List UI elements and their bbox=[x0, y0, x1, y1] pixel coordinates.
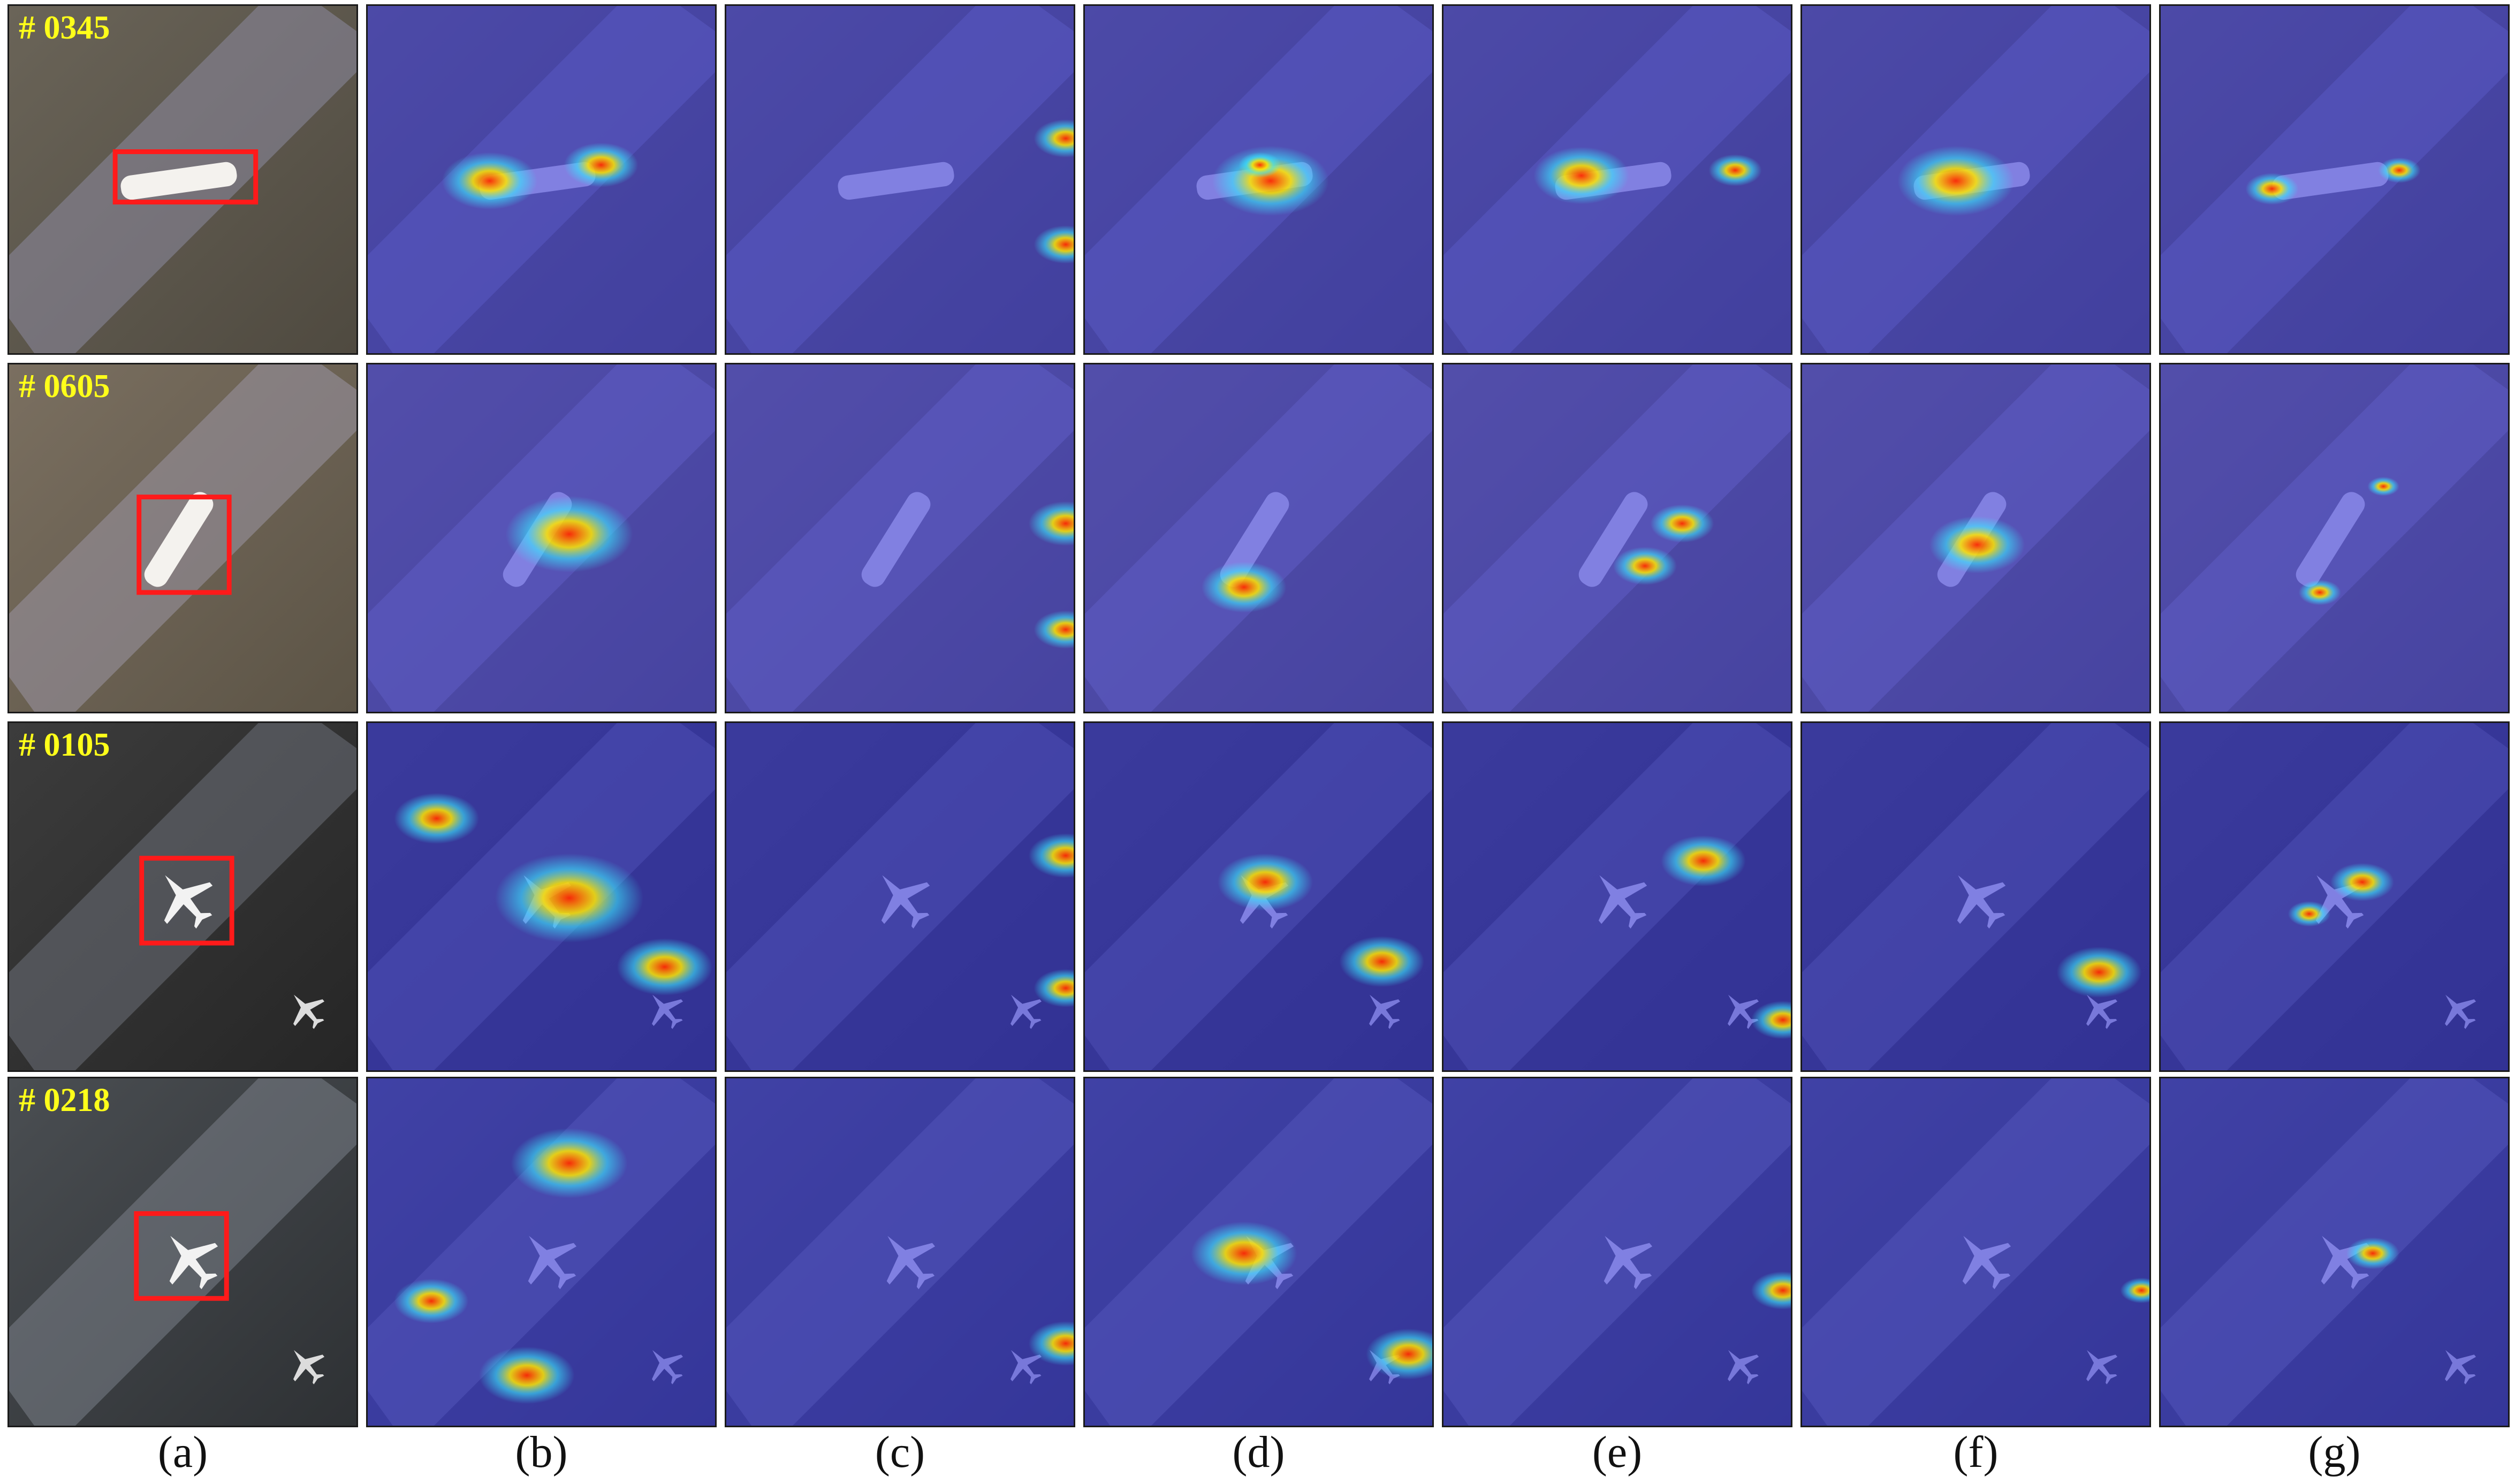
heatmap-panel bbox=[366, 721, 717, 1072]
heatmap-panel bbox=[725, 1077, 1075, 1427]
column-label: (a) bbox=[157, 1427, 208, 1477]
heatmap-panel bbox=[366, 1077, 717, 1427]
heatmap-panel bbox=[1800, 4, 2151, 355]
column-label: (g) bbox=[2308, 1427, 2361, 1477]
heatmap-panel bbox=[1083, 721, 1434, 1072]
heatmap-panel bbox=[2159, 1077, 2510, 1427]
heatmap-panel bbox=[1442, 4, 1792, 355]
heatmap-panel bbox=[2159, 721, 2510, 1072]
column-label: (e) bbox=[1592, 1427, 1643, 1477]
column-label: (c) bbox=[875, 1427, 925, 1477]
source-image-panel: # 0218 bbox=[7, 1077, 358, 1427]
heatmap-panel bbox=[2159, 363, 2510, 713]
heatmap-panel bbox=[366, 363, 717, 713]
heatmap-panel bbox=[1083, 363, 1434, 713]
column-label: (d) bbox=[1232, 1427, 1285, 1477]
heatmap-panel bbox=[366, 4, 717, 355]
heatmap-panel bbox=[1442, 721, 1792, 1072]
heatmap-panel bbox=[1442, 1077, 1792, 1427]
heatmap-panel bbox=[2159, 4, 2510, 355]
heatmap-panel bbox=[1800, 721, 2151, 1072]
heatmap-panel bbox=[725, 721, 1075, 1072]
source-image-panel: # 0605 bbox=[7, 363, 358, 713]
column-label: (b) bbox=[515, 1427, 568, 1477]
image-id-label: # 0345 bbox=[19, 10, 110, 46]
image-id-label: # 0105 bbox=[19, 727, 110, 763]
heatmap-panel bbox=[1083, 4, 1434, 355]
heatmap-panel bbox=[725, 363, 1075, 713]
source-image-panel: # 0345 bbox=[7, 4, 358, 355]
source-image-panel: # 0105 bbox=[7, 721, 358, 1072]
heatmap-panel bbox=[725, 4, 1075, 355]
heatmap-panel bbox=[1442, 363, 1792, 713]
heatmap-panel bbox=[1800, 1077, 2151, 1427]
column-label: (f) bbox=[1953, 1427, 1999, 1477]
heatmap-panel bbox=[1083, 1077, 1434, 1427]
image-id-label: # 0605 bbox=[19, 368, 110, 405]
heatmap-panel bbox=[1800, 363, 2151, 713]
image-id-label: # 0218 bbox=[19, 1082, 110, 1118]
